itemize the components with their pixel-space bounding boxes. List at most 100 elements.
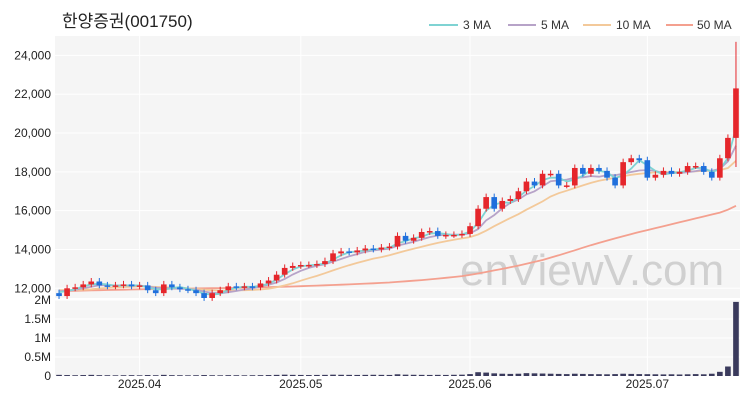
volume-bar — [104, 375, 111, 376]
candle-body — [499, 200, 506, 209]
volume-bar — [56, 374, 62, 376]
volume-bar — [483, 372, 489, 376]
volume-bar — [354, 374, 361, 376]
candle-body — [652, 174, 659, 178]
candle-body — [636, 158, 643, 161]
volume-bar — [410, 374, 417, 376]
candle-body — [225, 286, 232, 291]
volume-tick-label: 2M — [34, 293, 51, 307]
price-tick-label: 20,000 — [14, 126, 51, 140]
volume-bar — [692, 374, 699, 376]
candle-body — [104, 285, 111, 287]
volume-bar — [249, 375, 256, 376]
volume-bar — [467, 374, 473, 376]
volume-bar — [451, 374, 457, 376]
volume-bar — [652, 374, 659, 376]
candle-body — [571, 167, 578, 186]
volume-bar — [604, 374, 610, 376]
candle-body — [676, 171, 683, 174]
volume-bar — [169, 375, 175, 376]
volume-bar — [402, 374, 409, 376]
volume-bar — [289, 374, 296, 376]
price-tick-label: 16,000 — [14, 204, 51, 218]
candle-body — [330, 253, 336, 262]
volume-bar — [338, 374, 344, 376]
volume-bar — [523, 373, 530, 376]
candle-body — [491, 197, 498, 209]
candle-body — [692, 166, 699, 168]
legend-label-10ma: 10 MA — [616, 18, 651, 32]
candle-body — [418, 232, 425, 238]
legend-label-5ma: 5 MA — [541, 18, 569, 32]
volume-bar — [88, 374, 95, 376]
candle-body — [547, 173, 554, 176]
candle-body — [684, 166, 691, 172]
watermark: enViewV.com — [460, 246, 724, 295]
candle-body — [700, 166, 707, 172]
volume-bar — [314, 374, 320, 376]
volume-bar — [596, 374, 602, 376]
price-tick-label: 18,000 — [14, 165, 51, 179]
candle-body — [725, 137, 731, 159]
volume-bar — [708, 373, 715, 376]
volume-bar — [394, 374, 401, 376]
volume-bar — [700, 374, 707, 376]
candle-body — [515, 191, 522, 200]
volume-bar — [378, 374, 385, 376]
volume-bar — [257, 375, 264, 376]
volume-bar — [426, 374, 433, 376]
volume-bar — [547, 373, 554, 376]
volume-bar — [120, 375, 127, 376]
candle-body — [169, 284, 175, 288]
volume-bar — [636, 374, 643, 376]
volume-bar — [717, 371, 723, 376]
candle-body — [152, 290, 159, 294]
price-tick-label: 12,000 — [14, 281, 51, 295]
candle-body — [620, 162, 626, 186]
candle-body — [354, 250, 361, 253]
volume-tick-label: 0 — [44, 369, 51, 383]
volume-bar — [346, 374, 352, 376]
candle-body — [467, 226, 473, 234]
candle-body — [539, 173, 546, 186]
volume-tick-label: 1M — [34, 331, 51, 345]
price-tick-label: 22,000 — [14, 87, 51, 101]
volume-bar — [322, 374, 328, 376]
volume-bar — [588, 374, 594, 376]
volume-bar — [128, 375, 135, 376]
legend: 3 MA 5 MA 10 MA 50 MA — [429, 18, 732, 32]
candle-body — [580, 167, 586, 174]
volume-bar — [370, 374, 377, 376]
candle-body — [72, 287, 78, 289]
volume-bar — [434, 374, 441, 376]
candle-body — [394, 235, 401, 247]
candle-body — [128, 284, 135, 287]
candle-body — [708, 171, 715, 178]
volume-bar — [362, 374, 369, 376]
candle-body — [160, 284, 167, 294]
volume-bar — [539, 373, 546, 376]
volume-bar — [515, 373, 522, 376]
volume-bar — [297, 374, 304, 376]
candle-body — [322, 261, 328, 265]
volume-bar — [733, 301, 739, 376]
candle-body — [289, 265, 296, 268]
candle-body — [628, 158, 635, 163]
volume-bar — [273, 374, 280, 376]
date-tick-label: 2025.04 — [118, 377, 162, 391]
candle-body — [370, 248, 377, 251]
volume-tick-label: 0.5M — [24, 350, 51, 364]
candle-body — [483, 197, 489, 209]
candle-body — [410, 237, 417, 241]
candle-body — [402, 235, 409, 241]
volume-bar — [233, 375, 240, 376]
volume-bar — [499, 373, 506, 376]
candle-body — [193, 290, 199, 294]
volume-bar — [628, 373, 635, 376]
candle-body — [265, 280, 272, 284]
volume-bar — [281, 374, 288, 376]
volume-bar — [64, 375, 70, 376]
volume-bar — [459, 374, 465, 376]
candle-body — [378, 247, 385, 250]
